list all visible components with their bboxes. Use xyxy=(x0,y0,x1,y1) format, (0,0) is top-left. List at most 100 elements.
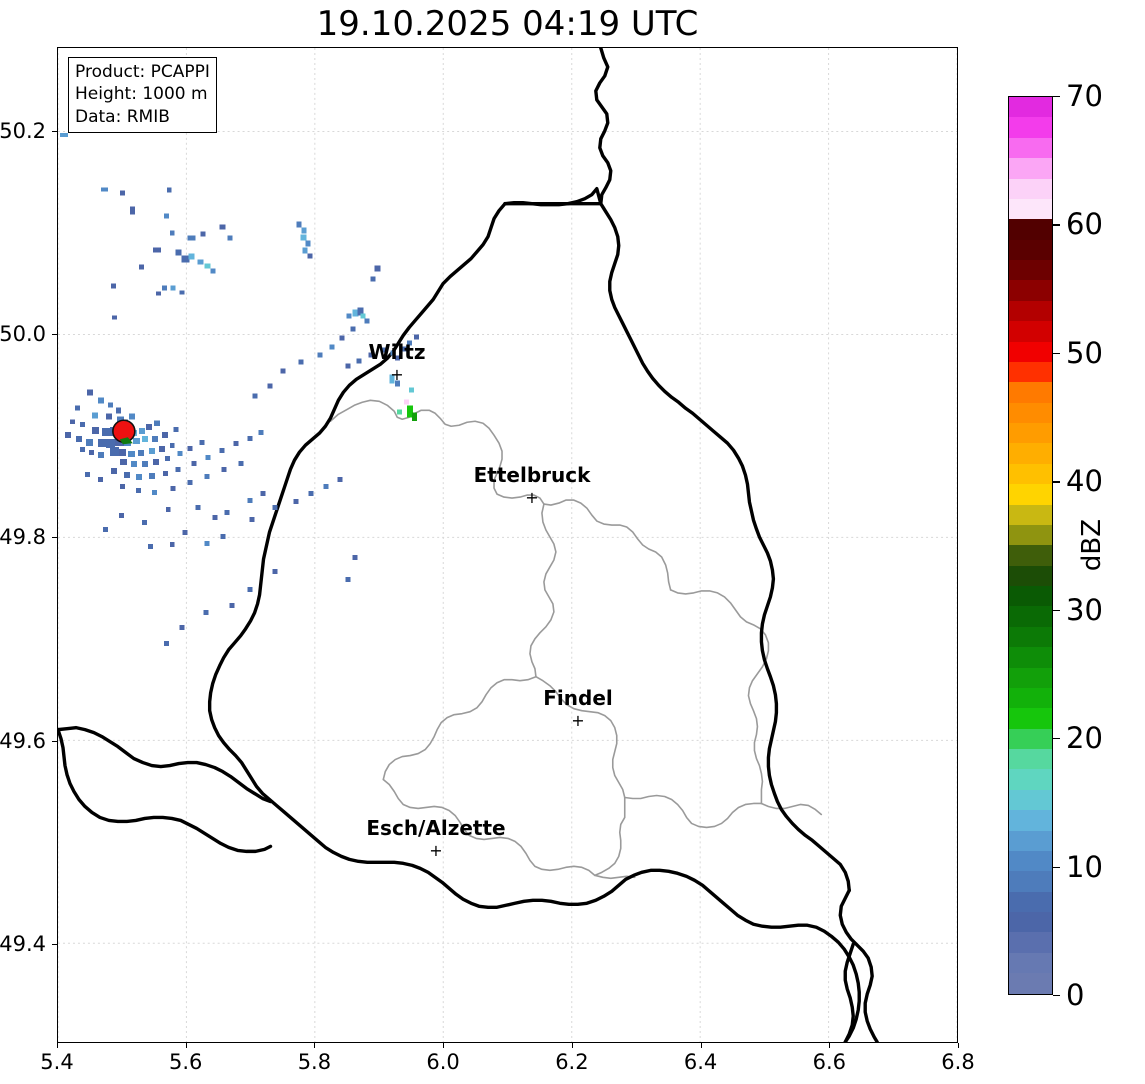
colorbar-tick-mark xyxy=(1053,866,1060,868)
colorbar-segment xyxy=(1009,443,1052,464)
info-height: Height: 1000 m xyxy=(75,84,208,105)
colorbar-segment xyxy=(1009,871,1052,892)
colorbar-segment xyxy=(1009,606,1052,627)
colorbar-segment xyxy=(1009,973,1052,994)
colorbar-segment xyxy=(1009,708,1052,729)
colorbar-segment xyxy=(1009,280,1052,301)
x-tick-mark xyxy=(958,1043,959,1048)
radar-echo-pixels xyxy=(59,132,420,646)
x-tick-label: 6.8 xyxy=(941,1050,975,1074)
colorbar-segment xyxy=(1009,524,1052,546)
colorbar-segment xyxy=(1009,260,1052,281)
y-tick-mark xyxy=(52,740,57,742)
colorbar-segment xyxy=(1009,891,1052,912)
colorbar-segment xyxy=(1009,158,1052,179)
map-canvas xyxy=(58,48,957,1042)
x-tick-mark xyxy=(829,1043,831,1048)
colorbar-segment xyxy=(1009,361,1052,383)
colorbar-tick-label: 70 xyxy=(1066,79,1103,113)
y-tick-mark xyxy=(52,537,57,539)
colorbar[interactable] xyxy=(1008,96,1053,995)
x-tick-mark xyxy=(443,1043,445,1048)
x-tick-label: 5.6 xyxy=(168,1050,203,1074)
y-tick-label: 50.2 xyxy=(0,118,46,143)
y-tick-label: 49.6 xyxy=(0,728,46,753)
colorbar-tick-mark xyxy=(1053,352,1060,355)
colorbar-segment xyxy=(1009,382,1052,403)
colorbar-segment xyxy=(1009,789,1052,811)
colorbar-tick-mark xyxy=(1053,609,1060,612)
x-tick-label: 6.6 xyxy=(812,1050,846,1074)
colorbar-tick-mark xyxy=(1053,224,1060,226)
radar-site-marker xyxy=(112,419,136,445)
colorbar-segment xyxy=(1009,300,1052,322)
colorbar-segment xyxy=(1009,667,1052,688)
x-tick-label: 5.4 xyxy=(40,1050,74,1074)
colorbar-segment xyxy=(1009,912,1052,933)
colorbar-segment xyxy=(1009,402,1052,423)
page-title: 19.10.2025 04:19 UTC xyxy=(316,4,699,44)
y-tick-label: 50.0 xyxy=(0,322,46,347)
colorbar-tick-label: 20 xyxy=(1066,721,1103,756)
colorbar-segment xyxy=(1009,810,1052,831)
colorbar-segment xyxy=(1009,239,1052,260)
colorbar-tick-label: 60 xyxy=(1066,207,1103,242)
x-tick-mark xyxy=(314,1043,316,1048)
colorbar-tick-label: 30 xyxy=(1066,592,1103,627)
colorbar-segment xyxy=(1009,830,1052,851)
colorbar-segment xyxy=(1009,463,1052,485)
colorbar-segment xyxy=(1009,321,1052,342)
x-tick-label: 6.2 xyxy=(555,1050,589,1074)
colorbar-segment xyxy=(1009,117,1052,138)
product-info-box: Product: PCAPPI Height: 1000 m Data: RMI… xyxy=(68,57,217,134)
colorbar-tick-mark xyxy=(1053,96,1060,98)
colorbar-segment xyxy=(1009,687,1052,709)
x-tick-label: 5.8 xyxy=(297,1050,332,1074)
colorbar-segment xyxy=(1009,423,1052,444)
colorbar-segment xyxy=(1009,97,1052,118)
y-tick-mark xyxy=(52,334,57,336)
x-tick-mark xyxy=(700,1043,702,1048)
colorbar-segment xyxy=(1009,586,1052,607)
colorbar-axis-label: dBZ xyxy=(1077,518,1107,572)
colorbar-tick-mark xyxy=(1053,995,1060,997)
country-borders xyxy=(58,48,879,1042)
colorbar-segment xyxy=(1009,565,1052,586)
y-tick-label: 49.8 xyxy=(0,525,46,550)
colorbar-segment xyxy=(1009,850,1052,872)
y-tick-label: 49.4 xyxy=(0,932,46,957)
colorbar-segment xyxy=(1009,749,1052,770)
colorbar-segment xyxy=(1009,769,1052,790)
x-tick-mark xyxy=(185,1043,187,1048)
colorbar-segment xyxy=(1009,198,1052,220)
colorbar-segment xyxy=(1009,504,1052,525)
colorbar-segment xyxy=(1009,178,1052,199)
district-boundaries xyxy=(329,399,823,880)
y-tick-mark xyxy=(52,944,57,946)
colorbar-tick-label: 40 xyxy=(1066,464,1103,499)
info-data: Data: RMIB xyxy=(75,106,170,127)
x-tick-mark xyxy=(571,1043,573,1048)
colorbar-tick-label: 0 xyxy=(1066,978,1085,1012)
map-plot-area[interactable]: Product: PCAPPI Height: 1000 m Data: RMI… xyxy=(57,47,958,1043)
colorbar-segment xyxy=(1009,137,1052,159)
colorbar-segment xyxy=(1009,932,1052,953)
colorbar-segment xyxy=(1009,647,1052,668)
colorbar-tick-label: 10 xyxy=(1066,849,1103,884)
colorbar-segment xyxy=(1009,952,1052,974)
y-tick-mark xyxy=(52,130,57,132)
colorbar-tick-mark xyxy=(1053,738,1060,740)
colorbar-segment xyxy=(1009,626,1052,648)
x-tick-mark xyxy=(57,1043,58,1048)
colorbar-tick-label: 50 xyxy=(1066,335,1103,370)
x-tick-label: 6.0 xyxy=(426,1050,460,1074)
colorbar-tick-mark xyxy=(1053,481,1060,483)
colorbar-segment xyxy=(1009,219,1052,240)
colorbar-segment xyxy=(1009,484,1052,505)
colorbar-segment xyxy=(1009,728,1052,749)
colorbar-segment xyxy=(1009,341,1052,362)
info-product: Product: PCAPPI xyxy=(75,62,210,82)
x-tick-label: 6.4 xyxy=(683,1050,718,1074)
colorbar-segment xyxy=(1009,545,1052,566)
